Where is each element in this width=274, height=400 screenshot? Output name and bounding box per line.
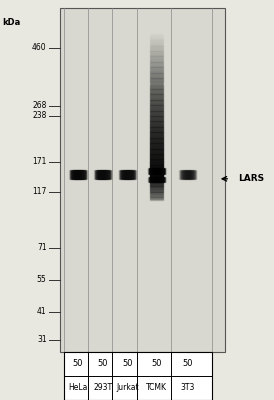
Text: 171: 171	[32, 158, 47, 166]
Text: 71: 71	[37, 244, 47, 252]
Text: 3T3: 3T3	[181, 384, 195, 392]
Text: TCMK: TCMK	[146, 384, 167, 392]
Text: Jurkat: Jurkat	[116, 384, 139, 392]
Text: 50: 50	[98, 360, 108, 368]
Text: 238: 238	[32, 112, 47, 120]
Text: 460: 460	[32, 44, 47, 52]
Text: 31: 31	[37, 336, 47, 344]
Text: 50: 50	[122, 360, 133, 368]
Text: 41: 41	[37, 308, 47, 316]
Bar	[60, 8, 225, 352]
Text: 268: 268	[32, 102, 47, 110]
Text: 293T: 293T	[93, 384, 112, 392]
Text: 55: 55	[37, 276, 47, 284]
Text: LARS: LARS	[238, 174, 264, 183]
Text: 50: 50	[182, 360, 193, 368]
Text: HeLa: HeLa	[68, 384, 88, 392]
Text: 50: 50	[73, 360, 83, 368]
Bar	[64, 352, 212, 400]
Text: 50: 50	[152, 360, 162, 368]
FancyArrowPatch shape	[222, 176, 227, 181]
Text: kDa: kDa	[3, 18, 21, 27]
Text: 117: 117	[32, 188, 47, 196]
